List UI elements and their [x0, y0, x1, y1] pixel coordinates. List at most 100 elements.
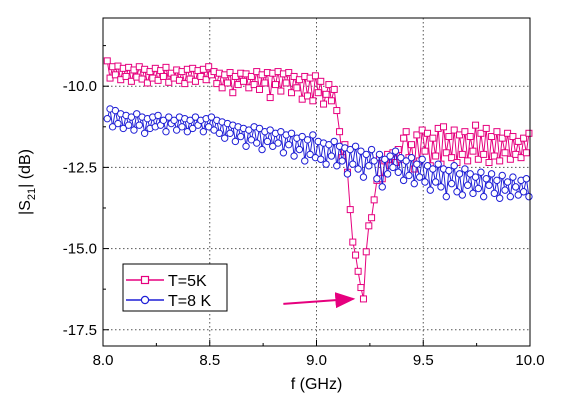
data-point — [472, 121, 480, 129]
data-point — [215, 129, 224, 137]
data-point — [253, 139, 261, 147]
data-point — [325, 140, 333, 149]
data-point — [501, 186, 509, 194]
legend: T=5K T=8 K — [122, 263, 228, 312]
data-point — [172, 126, 181, 134]
legend-label-t8k: T=8 K — [168, 293, 211, 310]
data-point — [279, 149, 288, 157]
data-point — [496, 157, 504, 165]
data-point — [285, 69, 293, 77]
data-point — [394, 168, 402, 176]
data-point — [362, 150, 370, 159]
data-point — [482, 124, 490, 132]
data-point — [277, 87, 285, 95]
data-point — [122, 72, 130, 80]
data-point — [108, 123, 117, 131]
data-point — [314, 89, 322, 97]
data-point — [346, 206, 354, 214]
data-point — [448, 154, 456, 162]
data-point — [517, 154, 525, 162]
data-point — [218, 84, 226, 92]
data-point — [453, 188, 461, 196]
data-point — [304, 92, 312, 100]
y-axis-title: |S21| (dB) — [17, 149, 38, 215]
data-point — [431, 178, 440, 186]
data-point — [493, 176, 501, 185]
data-point — [450, 162, 458, 170]
data-point — [506, 192, 515, 201]
data-point — [285, 140, 293, 149]
data-point — [519, 188, 528, 196]
data-point — [359, 295, 367, 303]
data-point — [509, 133, 517, 141]
y-tick-label: -10.0 — [63, 78, 97, 95]
data-point — [346, 145, 354, 154]
x-axis-title: f (GHz) — [291, 376, 343, 393]
data-point — [429, 134, 437, 142]
data-point — [458, 150, 466, 158]
data-point — [298, 132, 306, 141]
annotation-arrow — [283, 292, 356, 309]
data-point — [506, 155, 514, 163]
data-point — [303, 136, 312, 144]
data-point — [135, 121, 143, 129]
data-point — [495, 194, 504, 202]
data-point — [501, 149, 509, 157]
data-point — [474, 155, 482, 163]
x-tick-label: 8.5 — [199, 352, 220, 369]
data-point — [181, 80, 189, 88]
data-point — [317, 77, 325, 85]
data-point — [202, 76, 210, 84]
y-tick-label: -17.5 — [63, 322, 97, 339]
data-point — [226, 69, 234, 77]
data-point — [191, 113, 200, 121]
x-tick-label: 9.0 — [306, 352, 327, 369]
data-point — [288, 89, 296, 97]
data-point — [295, 145, 304, 154]
data-point — [188, 124, 197, 133]
data-point — [349, 238, 357, 246]
series-t8k — [103, 105, 533, 202]
data-point — [258, 145, 266, 154]
data-point — [309, 131, 317, 139]
data-point — [186, 116, 194, 124]
data-point — [370, 157, 378, 165]
data-point — [445, 133, 453, 141]
data-point — [103, 114, 111, 123]
data-point — [418, 155, 426, 163]
data-point — [309, 97, 317, 105]
data-point — [266, 126, 274, 134]
data-point — [490, 189, 499, 198]
y-axis-title-part-2: | (dB) — [17, 149, 34, 188]
data-point — [434, 160, 442, 168]
data-point — [293, 84, 301, 92]
data-point — [429, 165, 437, 173]
data-point — [375, 150, 384, 159]
data-point — [391, 147, 400, 155]
data-point — [362, 248, 370, 256]
data-point — [333, 107, 341, 115]
data-point — [162, 63, 170, 71]
data-point — [245, 126, 253, 134]
data-point — [239, 77, 247, 85]
data-point — [274, 139, 282, 147]
data-point — [423, 162, 432, 170]
data-point — [479, 192, 488, 201]
data-point — [509, 173, 517, 181]
data-point — [269, 142, 277, 150]
data-point — [437, 183, 445, 191]
data-point — [103, 57, 111, 65]
data-point — [349, 160, 357, 168]
data-point — [143, 79, 151, 87]
data-point — [330, 137, 338, 146]
data-point — [178, 123, 186, 131]
data-point — [488, 133, 496, 141]
data-point — [111, 106, 120, 115]
data-point — [213, 80, 221, 88]
data-point — [525, 192, 533, 201]
x-tick-label: 10.0 — [515, 352, 544, 369]
data-point — [525, 129, 533, 137]
data-point — [352, 251, 360, 259]
data-point — [493, 128, 501, 136]
series-layer — [103, 57, 533, 303]
